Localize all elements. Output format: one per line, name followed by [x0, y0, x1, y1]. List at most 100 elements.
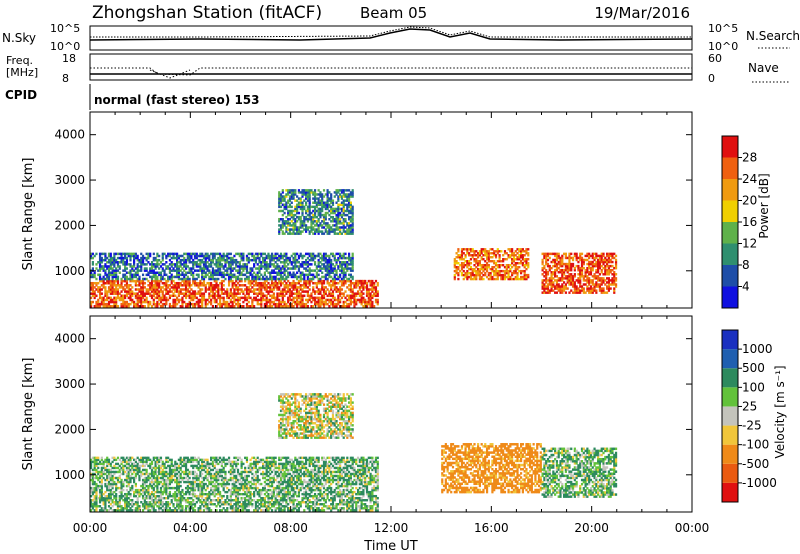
power-cell	[315, 281, 318, 285]
power-cell	[127, 292, 130, 295]
power-cell	[213, 271, 216, 274]
power-cell	[235, 252, 238, 256]
power-cell	[555, 287, 559, 290]
power-cell	[351, 228, 354, 231]
power-cell	[170, 263, 173, 266]
power-cell	[201, 284, 204, 287]
power-cell	[118, 267, 121, 270]
power-cell	[186, 256, 189, 260]
power-cell	[90, 254, 93, 258]
power-cell	[598, 256, 602, 260]
power-cell	[242, 273, 245, 277]
power-cell	[124, 273, 127, 277]
power-cell	[272, 281, 275, 285]
power-cell	[104, 252, 107, 256]
power-cell	[349, 258, 352, 262]
power-cell	[548, 291, 551, 294]
velocity-cell	[145, 460, 148, 464]
power-cell	[339, 195, 342, 198]
power-cell	[543, 254, 546, 258]
power-cell	[131, 265, 134, 268]
velocity-cell	[154, 501, 157, 504]
power-cell	[512, 277, 516, 281]
power-cell	[165, 279, 168, 283]
power-cell	[104, 258, 107, 262]
power-cell	[195, 277, 198, 281]
power-cell	[274, 261, 277, 264]
power-cell	[579, 271, 582, 274]
velocity-cell	[129, 492, 132, 496]
velocity-cell	[104, 468, 107, 472]
power-cell	[477, 262, 480, 265]
power-cell	[473, 269, 476, 273]
power-cell	[322, 203, 326, 207]
power-cell	[269, 275, 272, 279]
power-cell	[315, 201, 318, 204]
power-cell	[313, 290, 317, 293]
velocity-cell	[100, 496, 103, 500]
power-cell	[133, 279, 136, 283]
velocity-cell	[136, 496, 139, 500]
power-cell	[111, 273, 114, 277]
power-cell	[141, 256, 145, 260]
power-cell	[356, 281, 360, 285]
velocity-cell	[145, 503, 148, 506]
power-cell	[183, 252, 186, 256]
power-cell	[274, 298, 277, 302]
power-cell	[208, 296, 211, 300]
power-cell	[523, 263, 526, 267]
power-cell	[176, 252, 179, 256]
cpid-label: CPID	[5, 88, 37, 102]
velocity-cell	[125, 494, 129, 498]
power-cell	[161, 290, 164, 293]
power-cell	[210, 275, 213, 279]
power-cell	[253, 256, 256, 260]
power-cell	[494, 271, 498, 275]
velocity-cell	[113, 480, 116, 484]
power-cell	[152, 265, 155, 268]
power-cell	[109, 279, 112, 283]
power-cell	[167, 252, 170, 256]
velocity-cell	[133, 480, 136, 484]
power-cell	[500, 275, 503, 279]
power-cell	[557, 287, 560, 290]
power-cell	[149, 302, 152, 306]
power-cell	[217, 269, 220, 272]
power-cell	[290, 281, 293, 285]
power-cell	[331, 207, 335, 211]
power-cell	[545, 262, 548, 266]
power-cell	[527, 273, 530, 277]
power-cell	[582, 260, 585, 264]
power-cell	[120, 294, 123, 298]
power-cell	[129, 252, 132, 256]
power-cell	[111, 286, 114, 289]
power-cell	[301, 302, 304, 306]
power-cell	[184, 296, 188, 300]
freq-right-tick-high: 60	[708, 52, 722, 65]
power-cell	[111, 271, 114, 274]
power-cell	[125, 300, 129, 304]
power-cell	[272, 258, 275, 262]
power-cell	[317, 288, 320, 291]
power-cell	[297, 290, 301, 293]
velocity-cell	[161, 472, 164, 476]
power-cell	[315, 271, 318, 274]
power-cell	[340, 232, 344, 235]
power-cell	[102, 269, 105, 272]
colorbar-tick-label: 28	[742, 151, 757, 165]
velocity-cell	[107, 488, 111, 492]
power-cell	[127, 302, 130, 306]
power-cell	[136, 267, 139, 270]
ytick-label: 3000	[54, 173, 85, 187]
power-cell	[351, 267, 354, 270]
power-cell	[322, 275, 326, 279]
power-cell	[283, 261, 286, 264]
power-cell	[133, 265, 136, 268]
power-cell	[100, 256, 103, 260]
power-cell	[568, 283, 571, 286]
velocity-cell	[106, 488, 109, 492]
power-cell	[521, 277, 524, 281]
power-cell	[242, 269, 245, 272]
power-cell	[514, 267, 517, 271]
colorbar-segment	[722, 157, 738, 179]
